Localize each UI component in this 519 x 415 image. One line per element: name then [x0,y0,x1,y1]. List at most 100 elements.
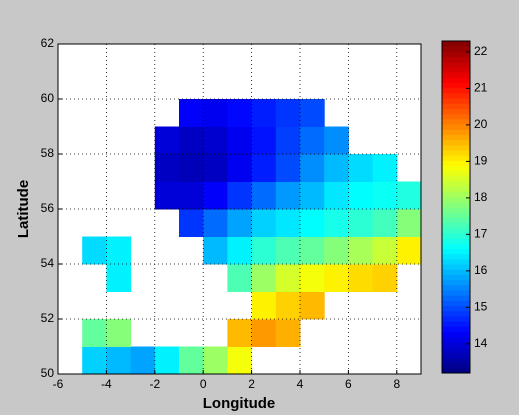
colorbar-swatch [442,207,470,213]
cell [154,181,180,210]
x-tick-label: -4 [101,377,112,391]
cell [372,154,398,182]
cell [251,209,277,237]
cell [251,264,277,292]
colorbar-swatch [442,310,470,317]
colorbar-swatch [442,82,470,89]
colorbar-swatch [442,56,470,63]
colorbar-swatch [442,258,470,265]
x-tick-label: 4 [297,377,304,391]
x-tick-label: -6 [53,377,64,391]
colorbar-swatch [442,321,470,327]
cell [300,291,325,320]
cell [227,126,253,155]
cell [251,236,277,265]
colorbar-swatch [442,243,470,249]
colorbar-swatch [442,217,470,224]
cell [179,209,204,237]
cell [203,236,228,265]
cell [227,99,253,127]
x-axis-label: Longitude [203,395,275,412]
colorbar-swatch [442,331,470,338]
colorbar-tick-label: 21 [474,81,488,95]
colorbar-swatch [442,295,470,301]
cell [324,181,349,210]
colorbar-swatch [442,129,470,135]
colorbar-tick-label: 20 [474,117,488,131]
colorbar-swatch [442,248,470,255]
cell [203,346,228,375]
cell [275,154,301,182]
colorbar-swatch [442,149,470,156]
y-axis-label: Latitude [15,180,32,238]
x-tick-label: 2 [248,377,255,391]
colorbar-swatch [442,160,470,166]
colorbar-swatch [442,155,470,161]
cell [130,346,156,375]
colorbar-swatch [442,305,470,312]
colorbar-tick-label: 18 [474,190,488,204]
colorbar-swatch [442,77,470,83]
colorbar-swatch [442,279,470,286]
colorbar-swatch [442,124,470,130]
cell [106,319,132,347]
y-tick-label: 52 [41,311,55,325]
x-tick-label: 8 [393,377,400,391]
cell [203,154,228,182]
cell [396,209,422,237]
cell [348,264,374,292]
cell [396,181,422,210]
colorbar-swatch [442,352,470,358]
x-tick-label: -2 [149,377,160,391]
colorbar-swatch [442,87,470,94]
colorbar-tick-label: 16 [474,263,488,277]
colorbar-swatch [442,238,470,244]
cell [348,236,374,265]
colorbar-tick-label: 19 [474,154,488,168]
cell [227,264,253,292]
cell [227,346,253,375]
colorbar-swatch [442,347,470,353]
colorbar-swatch [442,72,470,78]
cell [348,209,374,237]
y-tick-label: 56 [41,201,55,215]
cell [300,126,325,155]
cell [372,181,398,210]
cell [275,291,301,320]
cell [154,154,180,182]
cell [275,264,301,292]
colorbar-swatch [442,357,470,364]
cell [324,209,349,237]
cell [251,154,277,182]
colorbar-swatch [442,118,470,125]
colorbar-swatch [442,232,470,239]
cell [348,181,374,210]
colorbar-swatch [442,165,470,172]
y-tick-label: 60 [41,91,55,105]
colorbar-swatch [442,201,470,208]
colorbar-swatch [442,51,470,58]
colorbar-swatch [442,46,470,52]
colorbar-swatch [442,92,470,99]
colorbar-swatch [442,98,470,104]
cell [348,154,374,182]
colorbar-swatch [442,315,470,322]
colorbar-swatch [442,186,470,192]
colorbar-swatch [442,181,470,187]
colorbar-swatch [442,274,470,281]
cell [275,126,301,155]
cell [227,154,253,182]
colorbar-swatch [442,341,470,348]
colorbar-swatch [442,41,470,47]
cell [251,319,277,347]
colorbar-swatch [442,212,470,218]
y-tick-label: 58 [41,146,55,160]
colorbar-swatch [442,336,470,343]
x-tick-label: 6 [345,377,352,391]
colorbar-tick-label: 17 [474,227,488,241]
cell [82,346,107,375]
cell [324,236,349,265]
plot-frame [57,43,422,375]
